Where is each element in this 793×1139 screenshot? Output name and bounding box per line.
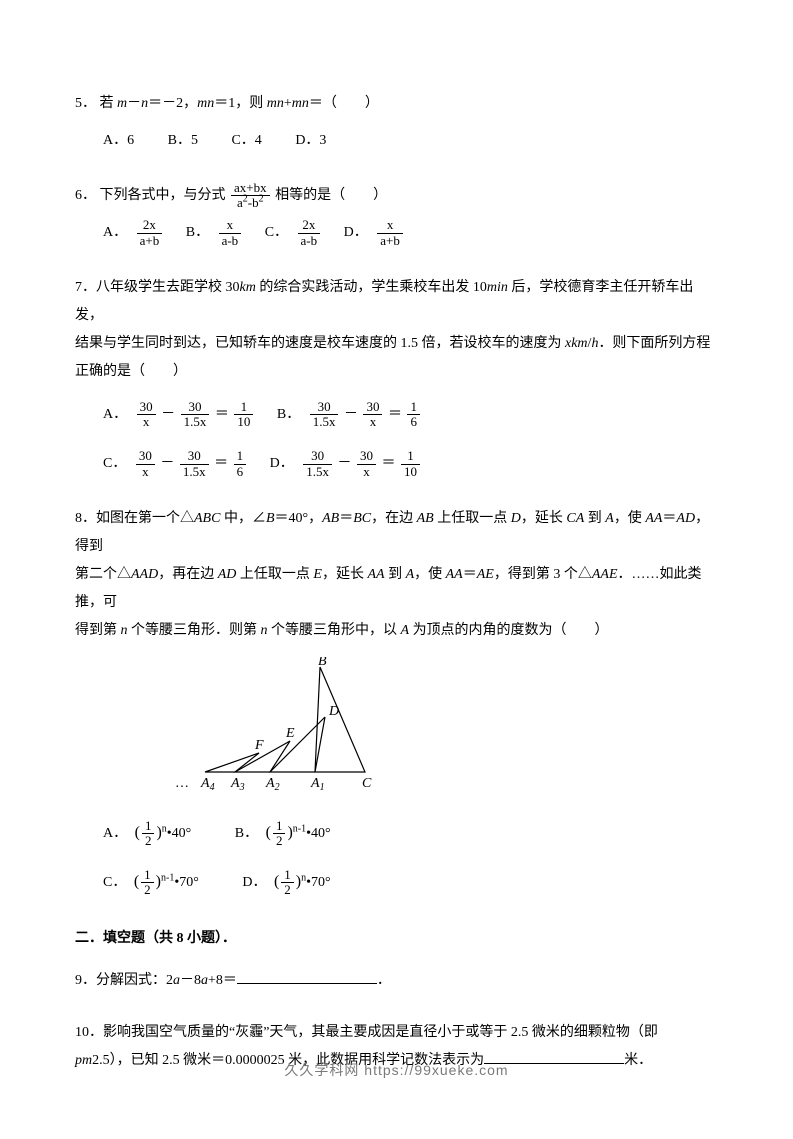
q6-options: A． 2xa+b B． xa-b C． 2xa-b D． xa+b — [75, 218, 718, 249]
q7-option-a: A． 30x － 301.5x ＝ 110 — [103, 400, 255, 431]
q5-text: 若 m－n＝－2，mn＝1，则 mn+mn＝（ ） — [100, 96, 379, 111]
fig-label-A1: A1 — [310, 776, 325, 792]
q10-number: 10． — [75, 1025, 103, 1040]
fig-label-dots: … — [175, 776, 189, 791]
q8-number: 8． — [75, 511, 96, 526]
question-9: 9．分解因式：2a－8a+8＝． — [75, 967, 718, 995]
question-5: 5． 若 m－n＝－2，mn＝1，则 mn+mn＝（ ） A．6 B．5 C．4… — [75, 90, 718, 157]
q6-option-b: B． xa-b — [186, 218, 243, 249]
fig-label-D: D — [328, 704, 339, 719]
q9-blank — [237, 969, 377, 984]
question-8: 8．如图在第一个△ABC 中，∠B＝40°，AB＝BC，在边 AB 上任取一点 … — [75, 505, 718, 899]
q5-options: A．6 B．5 C．4 D．3 — [75, 126, 718, 157]
triangle-diagram-icon: B D E F C A1 A2 A3 A4 … — [115, 657, 385, 792]
q6-number: 6． — [75, 188, 96, 203]
question-7: 7．八年级学生去距学校 30km 的综合实践活动，学生乘校车出发 10min 后… — [75, 274, 718, 481]
q6-option-d: D． xa+b — [344, 218, 405, 249]
q7-options: A． 30x － 301.5x ＝ 110 B． 301.5x － 30x ＝ … — [75, 400, 718, 481]
q6-fraction: ax+bx a2-b2 — [231, 181, 270, 211]
fig-label-F: F — [254, 738, 264, 753]
q6-suffix: 相等的是（ ） — [275, 188, 387, 203]
q5-option-d: D．3 — [295, 126, 326, 157]
q5-number: 5． — [75, 96, 96, 111]
q8-option-a: A． (12)n•40° — [103, 815, 191, 850]
q7-option-b: B． 301.5x － 30x ＝ 16 — [277, 400, 422, 431]
q6-prefix: 下列各式中，与分式 — [100, 188, 226, 203]
fig-label-A3: A3 — [230, 776, 245, 792]
fig-label-C: C — [362, 776, 372, 791]
fig-label-A2: A2 — [265, 776, 280, 792]
q5-option-b: B．5 — [168, 126, 198, 157]
q5-option-c: C．4 — [231, 126, 261, 157]
fig-label-E: E — [285, 726, 295, 741]
q8-option-d: D． (12)n•70° — [242, 864, 330, 899]
fig-label-A4: A4 — [200, 776, 215, 792]
q7-option-d: D． 301.5x － 30x ＝ 110 — [270, 449, 422, 480]
q5-option-a: A．6 — [103, 126, 134, 157]
question-6: 6． 下列各式中，与分式 ax+bx a2-b2 相等的是（ ） A． 2xa+… — [75, 181, 718, 250]
page-footer: 久久学科网 https://99xueke.com — [0, 1060, 793, 1080]
q8-option-c: C． (12)n-1•70° — [103, 864, 199, 899]
q9-number: 9． — [75, 973, 96, 988]
q7-number: 7． — [75, 280, 96, 295]
q6-option-c: C． 2xa-b — [265, 218, 322, 249]
section-2-header: 二．填空题（共 8 小题）． — [75, 927, 718, 947]
q6-option-a: A． 2xa+b — [103, 218, 164, 249]
q8-figure: B D E F C A1 A2 A3 A4 … — [115, 657, 718, 803]
q8-options: A． (12)n•40° B． (12)n-1•40° C． (12)n-1•7… — [75, 815, 718, 899]
q8-option-b: B． (12)n-1•40° — [235, 815, 331, 850]
q7-option-c: C． 30x － 301.5x ＝ 16 — [103, 449, 248, 480]
fig-label-B: B — [318, 657, 327, 669]
